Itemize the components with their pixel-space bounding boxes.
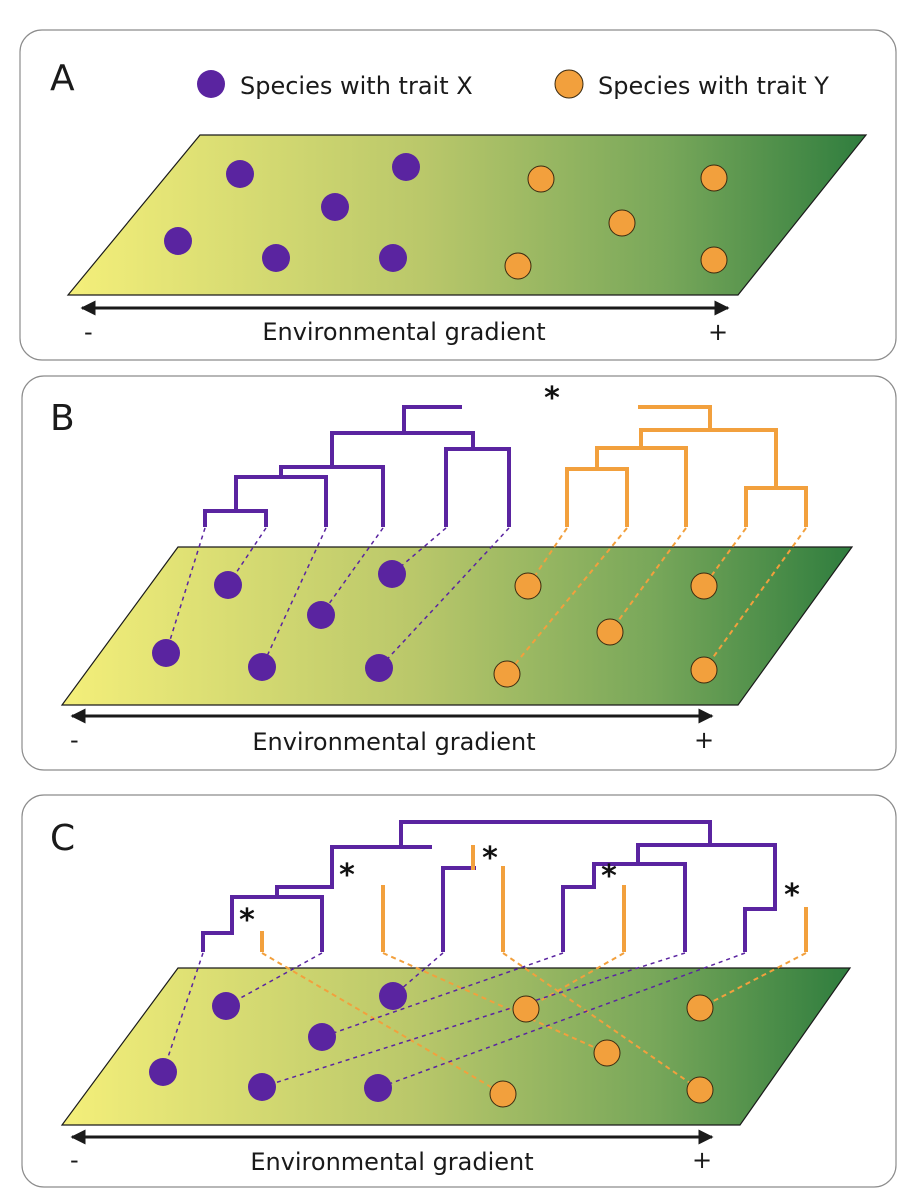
panel-b-minus-sign: -	[70, 726, 79, 754]
species-x-dot	[164, 227, 192, 255]
tip-link-x	[320, 527, 384, 616]
panel-a-minus-sign: -	[84, 318, 93, 346]
legend-trait-y-label: Species with trait Y	[598, 72, 829, 100]
species-x-dot	[321, 193, 349, 221]
panel-b: B *	[21, 375, 897, 771]
species-x-dot	[307, 601, 335, 629]
trait-shift-star: *	[601, 859, 617, 894]
species-x-dot	[378, 560, 406, 588]
tree-branch-x	[743, 907, 777, 952]
species-x-dot	[214, 571, 242, 599]
panel-c: C * * * *	[21, 794, 897, 1188]
panel-a-environment-plane	[66, 134, 868, 296]
legend-trait-y-dot	[554, 69, 584, 99]
legend-trait-x-dot	[197, 70, 225, 98]
panel-b-species	[152, 560, 718, 688]
species-y-dot	[700, 164, 728, 192]
species-x-dot	[226, 160, 254, 188]
species-x-dot	[365, 654, 393, 682]
species-y-dot	[489, 1080, 517, 1108]
species-y-dot	[686, 1076, 714, 1104]
species-x-dot	[248, 653, 276, 681]
panel-b-phylogeny: *	[203, 381, 808, 527]
species-x-dot	[262, 244, 290, 272]
trait-shift-star: *	[239, 903, 255, 938]
species-x-dot	[212, 992, 240, 1020]
species-y-dot	[514, 572, 542, 600]
tip-link-x	[165, 527, 206, 654]
tree-branch-x	[201, 931, 234, 952]
tip-link-x	[321, 952, 564, 1038]
species-x-dot	[152, 639, 180, 667]
species-x-dot	[364, 1074, 392, 1102]
panel-b-plus-sign: +	[694, 726, 714, 754]
tree-branch-x	[636, 843, 777, 911]
tip-link-x	[261, 952, 686, 1088]
tree-branch-x	[441, 866, 476, 952]
species-x-dot	[308, 1023, 336, 1051]
species-y-dot	[593, 1039, 621, 1067]
legend-trait-x-label: Species with trait X	[240, 72, 473, 100]
tip-link-x	[377, 952, 746, 1089]
tree-branch-x	[399, 820, 712, 849]
trait-shift-star: *	[339, 858, 355, 893]
tip-link-x	[392, 952, 444, 997]
species-y-dot	[527, 165, 555, 193]
tree-branch-x	[561, 885, 596, 952]
species-y-dot	[512, 995, 540, 1023]
panel-b-environment-plane	[60, 546, 854, 706]
species-y-dot	[504, 252, 532, 280]
tree-branch-y	[639, 428, 778, 490]
tip-link-y	[261, 952, 504, 1095]
tree-branch-x	[444, 447, 511, 527]
panel-c-phylogeny: * * * * *	[201, 820, 808, 952]
species-y-dot	[700, 246, 728, 274]
species-x-dot	[379, 244, 407, 272]
panel-c-links	[162, 952, 807, 1095]
tip-link-y	[502, 952, 701, 1091]
tree-branch-x	[275, 885, 334, 899]
tree-branch-y	[638, 405, 712, 432]
panel-b-axis-label: Environmental gradient	[252, 728, 535, 756]
species-x-dot	[392, 153, 420, 181]
species-x-dot	[248, 1073, 276, 1101]
tip-link-y	[699, 952, 807, 1009]
tip-link-y	[703, 527, 807, 671]
panel-c-axis-label: Environmental gradient	[250, 1148, 533, 1176]
species-y-dot	[690, 656, 718, 684]
panel-c-letter: C	[50, 818, 75, 859]
tip-link-x	[225, 952, 323, 1007]
tip-link-y	[525, 952, 625, 1010]
tip-link-y	[609, 527, 687, 633]
panel-a-axis-label: Environmental gradient	[262, 318, 545, 346]
panel-a-species	[164, 153, 728, 280]
tip-link-y	[382, 952, 608, 1054]
species-y-dot	[596, 618, 624, 646]
species-y-dot	[608, 209, 636, 237]
trait-shift-star: *	[482, 841, 498, 876]
panel-c-plus-sign: +	[692, 1146, 712, 1174]
species-y-dot	[493, 660, 521, 688]
panel-c-minus-sign: -	[70, 1146, 79, 1174]
tree-branch-x	[402, 405, 462, 435]
tree-branch-x	[330, 845, 432, 889]
trait-shift-star: *	[784, 878, 800, 913]
tip-link-x	[162, 952, 204, 1073]
tip-link-x	[261, 527, 327, 668]
panel-a-plus-sign: +	[708, 318, 728, 346]
trait-shift-star: *	[544, 381, 560, 416]
tip-link-y	[506, 527, 628, 675]
species-x-dot	[379, 982, 407, 1010]
species-y-dot	[686, 994, 714, 1022]
panel-c-species	[149, 982, 714, 1108]
species-x-dot	[149, 1058, 177, 1086]
panel-a-letter: A	[50, 58, 75, 99]
species-y-dot	[690, 572, 718, 600]
tip-link-y	[703, 527, 747, 587]
panel-a: A Species with trait X Species with trai…	[19, 29, 897, 361]
panel-b-letter: B	[50, 398, 75, 439]
